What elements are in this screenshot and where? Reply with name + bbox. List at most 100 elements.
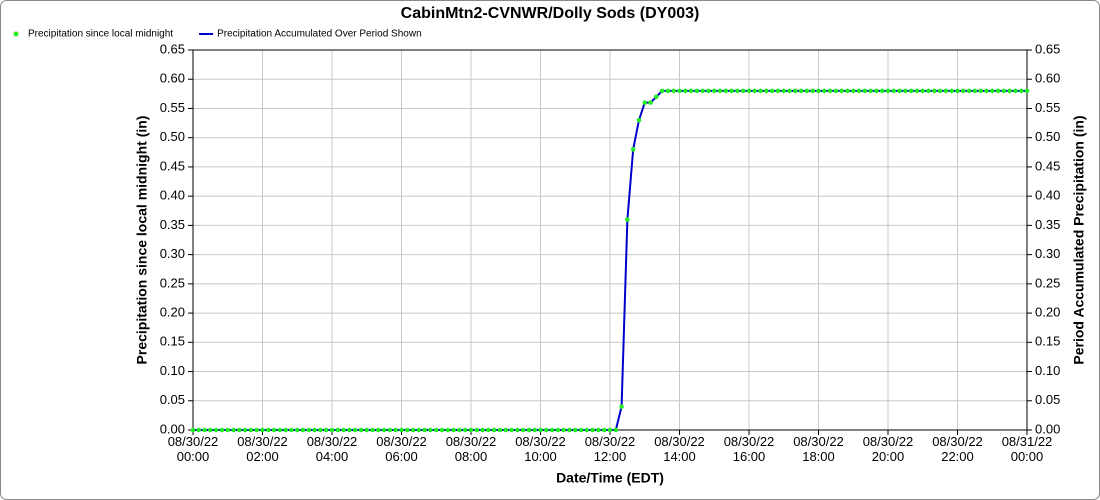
y-tick-label: 0.50 xyxy=(160,129,185,144)
data-point xyxy=(978,88,983,94)
data-point xyxy=(410,427,416,433)
data-point xyxy=(891,88,897,94)
data-point xyxy=(265,427,271,433)
x-tick-label: 08/30/22 06:00 xyxy=(376,434,427,464)
data-point xyxy=(289,427,294,433)
y-tick-label: 0.00 xyxy=(160,421,185,436)
chart-title: CabinMtn2-CVNWR/Dolly Sods (DY003) xyxy=(401,5,700,22)
data-point xyxy=(509,427,514,433)
data-point xyxy=(549,427,555,433)
data-point xyxy=(416,427,422,433)
data-point xyxy=(428,427,433,433)
data-point xyxy=(966,88,972,94)
data-point xyxy=(706,88,711,94)
data-point xyxy=(329,427,335,433)
data-point xyxy=(584,427,590,433)
data-point xyxy=(636,117,642,123)
data-point xyxy=(874,88,879,94)
y-tick-label: 0.60 xyxy=(160,71,185,86)
x-tick-label: 08/30/22 18:00 xyxy=(793,434,844,464)
data-point xyxy=(937,88,943,94)
x-tick-label: 08/30/22 16:00 xyxy=(724,434,775,464)
data-point xyxy=(190,427,196,433)
x-tick-label: 08/30/22 08:00 xyxy=(446,434,497,464)
x-tick-label: 08/30/22 12:00 xyxy=(585,434,636,464)
data-point xyxy=(480,427,485,433)
data-point xyxy=(451,427,456,433)
data-point xyxy=(561,427,566,433)
x-axis-label: Date/Time (EDT) xyxy=(556,470,664,486)
y2-tick-label: 0.15 xyxy=(1035,334,1060,349)
data-point xyxy=(926,88,931,94)
data-point xyxy=(335,427,341,433)
data-point xyxy=(827,88,833,94)
data-point xyxy=(358,427,364,433)
legend-marker xyxy=(13,31,19,37)
data-point xyxy=(868,88,873,94)
x-tick-label: 08/30/22 00:00 xyxy=(168,434,219,464)
data-point xyxy=(323,427,329,433)
x-tick-label: 08/30/22 10:00 xyxy=(515,434,566,464)
data-point xyxy=(202,427,207,433)
y2-tick-label: 0.55 xyxy=(1035,100,1060,115)
data-point xyxy=(277,427,283,433)
data-point xyxy=(196,427,202,433)
data-point xyxy=(520,427,526,433)
data-point xyxy=(497,427,503,433)
data-point xyxy=(294,427,300,433)
data-point xyxy=(596,427,601,433)
data-point xyxy=(920,88,926,94)
data-point xyxy=(850,88,856,94)
data-point xyxy=(688,88,694,94)
data-point xyxy=(457,427,462,433)
data-point xyxy=(619,404,624,409)
data-point xyxy=(845,88,850,94)
data-point xyxy=(711,88,717,94)
data-point xyxy=(781,88,787,94)
data-point xyxy=(758,88,763,94)
y-tick-label: 0.05 xyxy=(160,392,185,407)
data-point xyxy=(486,427,491,433)
data-point xyxy=(300,427,306,433)
data-point xyxy=(1018,88,1024,94)
data-point xyxy=(648,100,653,105)
y-tick-label: 0.55 xyxy=(160,100,185,115)
legend-item: Precipitation since local midnight xyxy=(13,29,173,40)
y2-tick-label: 0.30 xyxy=(1035,246,1060,261)
data-point xyxy=(341,427,346,433)
data-point xyxy=(914,88,920,94)
data-point xyxy=(283,427,288,433)
data-point xyxy=(526,427,532,433)
data-point xyxy=(254,427,260,433)
data-point xyxy=(903,88,908,94)
data-point xyxy=(352,427,358,433)
data-point xyxy=(949,88,955,94)
data-point xyxy=(839,88,844,94)
data-point xyxy=(393,427,399,433)
y2-tick-label: 0.10 xyxy=(1035,363,1060,378)
data-point xyxy=(445,427,451,433)
y-tick-label: 0.20 xyxy=(160,305,185,320)
data-point xyxy=(590,427,595,433)
data-point xyxy=(306,427,312,433)
data-point xyxy=(885,88,891,94)
y2-tick-label: 0.35 xyxy=(1035,217,1060,232)
data-point xyxy=(613,427,619,433)
data-point xyxy=(532,427,538,433)
data-point xyxy=(422,427,427,433)
data-point xyxy=(260,427,265,433)
y-axis-label: Precipitation since local midnight (in) xyxy=(134,116,150,365)
data-point xyxy=(816,88,821,94)
data-point xyxy=(897,88,902,94)
data-point xyxy=(752,88,758,94)
data-point xyxy=(723,88,729,94)
data-point xyxy=(515,427,520,433)
data-point xyxy=(955,88,960,94)
data-point xyxy=(213,427,219,433)
y2-tick-label: 0.40 xyxy=(1035,188,1060,203)
y-tick-label: 0.65 xyxy=(160,41,185,56)
data-point xyxy=(989,88,995,94)
data-point xyxy=(932,88,937,94)
data-point xyxy=(769,88,775,94)
data-point xyxy=(543,427,549,433)
